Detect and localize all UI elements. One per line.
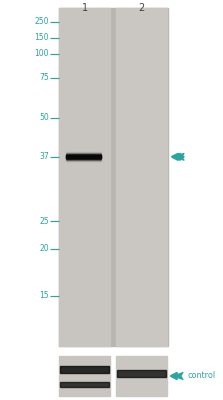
Text: 1: 1 (82, 3, 88, 13)
Bar (116, 8, 167, 346)
Bar (59, 8, 168, 346)
Text: 150: 150 (35, 34, 49, 42)
Text: 50: 50 (39, 114, 49, 122)
Bar (59, 356, 110, 396)
Text: 20: 20 (39, 244, 49, 253)
Text: 25: 25 (39, 217, 49, 226)
Bar (59, 8, 110, 346)
Bar (60, 382, 109, 387)
Text: 75: 75 (39, 74, 49, 82)
Bar (117, 370, 166, 377)
Text: 15: 15 (39, 292, 49, 300)
Bar (60, 366, 109, 373)
Bar (116, 356, 167, 396)
Text: 250: 250 (35, 18, 49, 26)
Text: 100: 100 (35, 50, 49, 58)
Text: 2: 2 (138, 3, 145, 13)
Bar (66, 155, 101, 158)
Text: control: control (187, 372, 215, 380)
Text: 37: 37 (39, 152, 49, 161)
